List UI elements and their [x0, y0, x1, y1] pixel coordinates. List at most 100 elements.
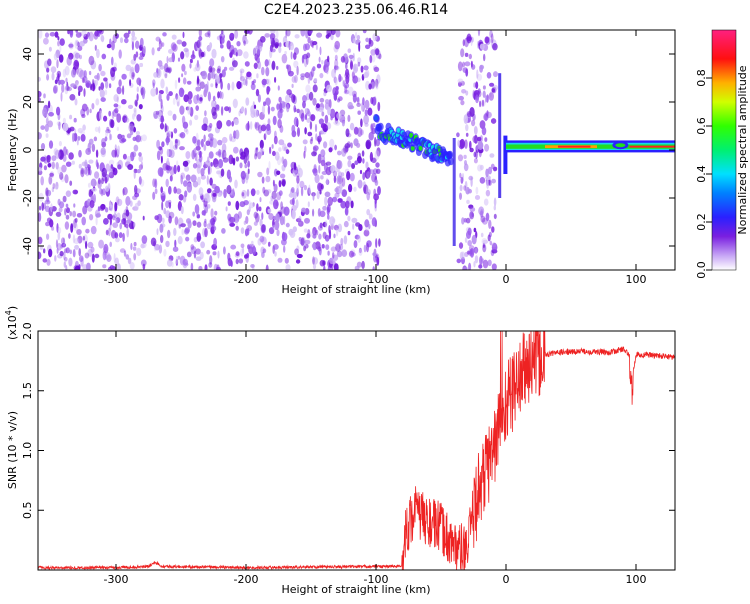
noise-speckle [237, 211, 242, 219]
noise-speckle [62, 122, 69, 132]
noise-speckle [208, 30, 211, 38]
noise-speckle [90, 178, 97, 187]
noise-speckle [308, 184, 311, 195]
noise-speckle [343, 145, 349, 154]
noise-speckle [265, 175, 271, 183]
noise-speckle [235, 220, 239, 226]
noise-speckle [459, 172, 462, 179]
noise-speckle [114, 147, 118, 158]
noise-speckle [263, 101, 266, 107]
noise-speckle [489, 240, 492, 246]
ridge-blob [447, 150, 454, 159]
noise-speckle [318, 164, 321, 174]
noise-speckle [63, 261, 66, 268]
noise-speckle [122, 85, 125, 95]
noise-speckle [334, 192, 340, 198]
noise-speckle [58, 54, 64, 63]
noise-speckle [333, 175, 337, 184]
noise-speckle [352, 75, 359, 84]
noise-speckle [87, 248, 93, 257]
noise-speckle [73, 238, 80, 245]
noise-speckle [46, 233, 50, 240]
noise-speckle [177, 57, 181, 62]
noise-speckle [464, 139, 468, 149]
noise-speckle [129, 262, 135, 270]
noise-speckle [200, 51, 205, 58]
noise-speckle [486, 94, 489, 103]
noise-speckle [491, 88, 496, 93]
noise-speckle [184, 190, 188, 198]
noise-speckle [374, 204, 378, 212]
noise-speckle [370, 97, 374, 105]
noise-speckle [161, 192, 166, 202]
noise-speckle [121, 138, 127, 143]
noise-speckle [73, 223, 79, 231]
noise-speckle [257, 151, 262, 160]
noise-speckle [314, 123, 318, 133]
noise-speckle [121, 73, 127, 80]
colorbar-tick-label: 0.8 [695, 69, 708, 87]
noise-speckle [308, 71, 313, 81]
noise-speckle [327, 106, 331, 116]
noise-speckle [129, 200, 133, 207]
noise-speckle [53, 53, 58, 61]
noise-speckle [366, 186, 370, 195]
noise-speckle [268, 213, 274, 220]
noise-speckle [60, 92, 63, 102]
noise-speckle [208, 165, 212, 175]
noise-speckle [464, 160, 467, 166]
noise-speckle [466, 111, 472, 118]
noise-speckle [357, 110, 362, 115]
noise-speckle [125, 209, 130, 217]
noise-speckle [56, 70, 62, 78]
noise-speckle [463, 163, 469, 172]
noise-speckle [358, 224, 363, 231]
noise-speckle [276, 170, 281, 176]
noise-speckle [176, 39, 183, 45]
noise-speckle [257, 171, 263, 178]
noise-speckle [181, 73, 184, 78]
noise-speckle [307, 201, 310, 208]
noise-speckle [210, 208, 214, 219]
noise-speckle [312, 256, 315, 265]
noise-speckle [351, 163, 356, 169]
noise-speckle [129, 79, 132, 87]
noise-speckle [275, 213, 280, 223]
noise-speckle [118, 49, 122, 59]
noise-speckle [186, 251, 192, 258]
noise-speckle [169, 175, 173, 182]
noise-speckle [157, 47, 161, 52]
noise-speckle [108, 266, 112, 270]
noise-speckle [179, 105, 185, 115]
noise-speckle [38, 236, 43, 245]
noise-speckle [211, 220, 215, 231]
noise-speckle [456, 132, 460, 138]
noise-speckle [487, 259, 492, 267]
noise-speckle [215, 266, 222, 270]
noise-speckle [331, 68, 336, 79]
noise-speckle [363, 184, 369, 195]
noise-speckle [93, 136, 98, 142]
noise-speckle [363, 65, 369, 71]
noise-speckle [52, 183, 56, 189]
noise-speckle [85, 240, 88, 250]
noise-speckle [226, 169, 231, 180]
noise-speckle [285, 30, 291, 37]
noise-speckle [280, 100, 286, 109]
noise-speckle [106, 43, 112, 49]
noise-speckle [72, 249, 76, 258]
noise-speckle [243, 220, 247, 225]
noise-speckle [347, 86, 354, 96]
noise-speckle [300, 30, 306, 37]
noise-speckle [175, 93, 179, 100]
noise-speckle [51, 226, 55, 231]
noise-speckle [76, 213, 83, 218]
noise-speckle [489, 30, 493, 38]
noise-speckle [350, 200, 354, 209]
noise-speckle [91, 253, 95, 263]
noise-speckle [59, 38, 65, 46]
noise-speckle [342, 79, 347, 85]
noise-speckle [173, 227, 177, 237]
noise-speckle [166, 259, 173, 267]
noise-speckle [81, 216, 86, 226]
